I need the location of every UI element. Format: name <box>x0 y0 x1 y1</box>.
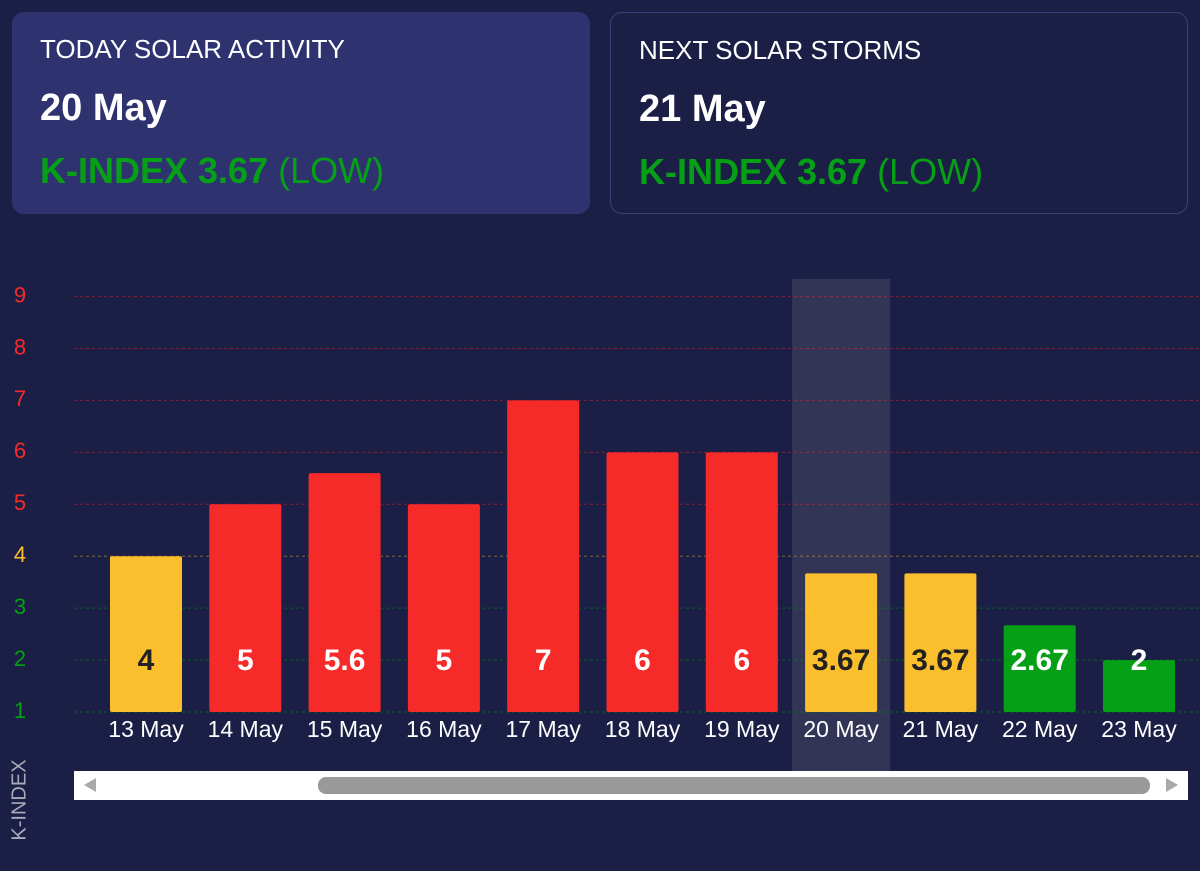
bar <box>1103 660 1175 712</box>
bar <box>209 504 282 712</box>
k-index: K-INDEX 3.67 <box>40 150 269 191</box>
y-tick-label: 5 <box>14 490 26 515</box>
k-level: (LOW) <box>877 151 984 192</box>
x-tick-label: 20 May <box>803 716 879 742</box>
card-date: 21 May <box>639 88 766 130</box>
card-index: K-INDEX 3.67 (LOW) <box>40 150 562 192</box>
bar <box>606 452 679 712</box>
bar <box>507 400 580 712</box>
scroll-left[interactable] <box>84 778 96 792</box>
bar <box>705 452 778 712</box>
card-index: K-INDEX 3.67 (LOW) <box>639 151 1159 193</box>
scroll-right[interactable] <box>1166 778 1178 792</box>
value-label: 3.67 <box>812 644 870 677</box>
y-tick-label: 2 <box>14 646 26 671</box>
x-tick-label: 13 May <box>108 716 184 742</box>
bar <box>805 573 878 712</box>
y-tick-label: 8 <box>14 334 26 359</box>
card-date: 20 May <box>40 87 167 129</box>
value-label: 3.67 <box>911 644 969 677</box>
y-tick-label: 4 <box>14 542 26 567</box>
x-tick-label: 21 May <box>903 716 979 742</box>
value-label: 4 <box>138 644 155 677</box>
x-tick-label: 18 May <box>605 716 681 742</box>
y-axis-label: K-INDEX <box>8 759 30 840</box>
x-tick-label: 19 May <box>704 716 780 742</box>
x-tick-label: 23 May <box>1101 716 1177 742</box>
value-label: 5 <box>237 644 254 677</box>
x-tick-label: 17 May <box>505 716 581 742</box>
card-title: TODAY SOLAR ACTIVITY <box>40 34 345 64</box>
card-title: NEXT SOLAR STORMS <box>639 35 922 65</box>
today-card: TODAY SOLAR ACTIVITY 20 May K-INDEX 3.67… <box>12 12 590 214</box>
y-tick-label: 1 <box>14 698 26 723</box>
value-label: 7 <box>535 644 552 677</box>
value-label: 2.67 <box>1011 644 1069 677</box>
value-label: 6 <box>634 644 651 677</box>
value-label: 5 <box>436 644 453 677</box>
scroll-thumb[interactable] <box>318 777 1150 794</box>
x-tick-label: 14 May <box>208 716 284 742</box>
bar <box>1003 625 1076 712</box>
k-index: K-INDEX 3.67 <box>639 151 868 192</box>
bar <box>308 473 381 712</box>
value-label: 2 <box>1131 644 1148 677</box>
x-tick-label: 16 May <box>406 716 482 742</box>
k-level: (LOW) <box>278 150 385 191</box>
value-label: 6 <box>733 644 750 677</box>
x-tick-label: 15 May <box>307 716 383 742</box>
bar <box>110 556 182 712</box>
y-tick-label: 3 <box>14 594 26 619</box>
y-tick-label: 7 <box>14 386 26 411</box>
bar <box>904 573 977 712</box>
y-tick-label: 9 <box>14 282 26 307</box>
bar <box>407 504 480 712</box>
next-card: NEXT SOLAR STORMS 21 May K-INDEX 3.67 (L… <box>610 12 1188 214</box>
value-label: 5.6 <box>324 644 366 677</box>
y-tick-label: 6 <box>14 438 26 463</box>
x-tick-label: 22 May <box>1002 716 1078 742</box>
